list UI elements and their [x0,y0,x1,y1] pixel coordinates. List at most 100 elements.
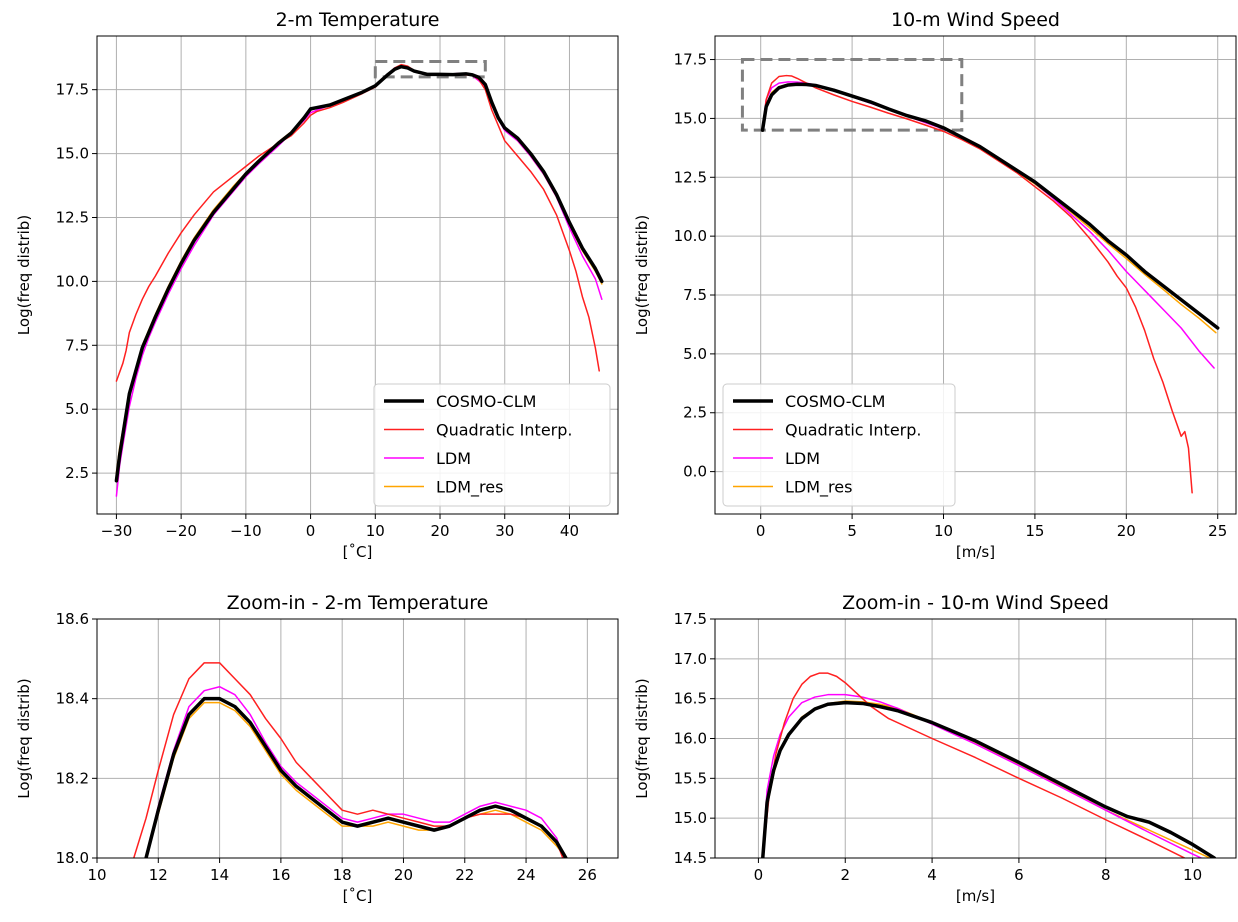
x-axis: 0 5 10 15 20 25 [756,514,1227,540]
y-tick-label: 5.0 [65,400,89,418]
y-tick-label: 18.0 [56,849,89,867]
series-line-cosmo-clm [114,64,604,483]
panel-zoom-temperature: 10 12 14 16 18 20 22 24 26 18.0 18.2 18.4 18.6 Zoom… [15,592,619,905]
y-axis: 18.0 18.2 18.4 18.6 [56,610,97,867]
legend-frame [373,383,611,507]
series-line-quadratic-interp [133,662,564,858]
x-axis-label: [m/s] [956,887,995,905]
y-tick-label: 17.5 [674,610,707,628]
x-tick-label: 0 [756,522,766,540]
y-tick-label: 0.0 [683,463,707,481]
y-tick-label: 17.5 [674,51,707,69]
x-tick-label: 4 [927,866,937,884]
legend-entry-cosmo-clm: COSMO-CLM [785,392,885,411]
series-line-cosmo-clm [144,696,568,858]
series-line-cosmo-clm [760,82,1220,330]
x-tick-label: 10 [366,522,385,540]
series-line-quadratic-interp [762,672,1187,858]
y-tick-label: 15.0 [56,145,89,163]
plot-frame [714,35,1237,515]
x-tick-label: 12 [149,866,168,884]
zoom-region-box [373,60,487,79]
legend-entry-ldm-res: LDM_res [785,478,852,498]
series-line-quadratic-interp [761,74,1193,494]
plot-frame [96,618,619,859]
y-tick-label: 5.0 [683,345,707,363]
y-tick-label: 12.5 [674,168,707,186]
y-axis: 2.5 5.0 7.5 10.0 12.5 15.0 17.5 [56,81,97,482]
x-tick-label: 24 [517,866,536,884]
chart-title: Zoom-in - 10-m Wind Speed [842,592,1109,614]
y-axis-label: Log(freq distrib) [633,215,651,335]
y-tick-label: 2.5 [683,404,707,422]
y-tick-label: 14.5 [674,849,707,867]
x-tick-label: 25 [1208,522,1227,540]
y-tick-label: 18.2 [56,769,89,787]
x-axis: 10 12 14 16 18 20 22 24 26 [87,858,597,884]
legend-entry-cosmo-clm: COSMO-CLM [436,392,536,411]
x-tick-label: 14 [210,866,229,884]
x-tick-label: 26 [578,866,597,884]
chart-title: 10-m Wind Speed [891,9,1060,31]
y-axis: 14.5 15.0 15.5 16.0 16.5 17.0 17.5 [674,610,715,867]
plot-frame [96,35,619,515]
x-tick-label: 2 [840,866,850,884]
x-tick-label: 15 [1025,522,1044,540]
y-tick-label: 18.6 [56,610,89,628]
y-tick-label: 16.5 [674,690,707,708]
x-tick-label: 10 [87,866,106,884]
x-tick-label: 20 [1117,522,1136,540]
x-axis-label: [˚C] [343,543,373,561]
legend-entry-ldm-res: LDM_res [436,478,503,498]
x-tick-label: 20 [394,866,413,884]
y-tick-label: 17.0 [674,650,707,668]
x-tick-label: 8 [1101,866,1111,884]
y-axis-label: Log(freq distrib) [633,678,651,798]
panel-zoom-wind-speed: 0 2 4 6 8 10 14.5 15.0 15.5 16.0 16.5 17.0 17.5 Zoo… [633,592,1237,905]
legend: COSMO-CLM Quadratic Interp. LDM LDM_res [722,383,956,507]
y-axis-label: Log(freq distrib) [15,215,33,335]
y-tick-label: 2.5 [65,464,89,482]
chart-title: 2-m Temperature [276,9,440,31]
x-tick-label: −10 [230,522,262,540]
y-tick-label: 17.5 [56,81,89,99]
legend-entry-quadratic-interp: Quadratic Interp. [785,421,921,440]
x-tick-label: 30 [495,522,514,540]
x-tick-label: 16 [271,866,290,884]
x-axis: 0 2 4 6 8 10 [754,858,1202,884]
x-tick-label: 22 [455,866,474,884]
y-tick-label: 10.0 [674,227,707,245]
y-tick-label: 7.5 [683,286,707,304]
y-tick-label: 12.5 [56,208,89,226]
y-tick-label: 10.0 [56,272,89,290]
zoom-region-box [740,58,964,132]
chart-title: Zoom-in - 2-m Temperature [227,592,489,614]
x-tick-label: 6 [1014,866,1024,884]
y-tick-label: 15.0 [674,109,707,127]
legend-entry-ldm: LDM [785,449,820,468]
y-tick-label: 16.0 [674,730,707,748]
legend-entry-quadratic-interp: Quadratic Interp. [436,421,572,440]
x-tick-label: −30 [101,522,133,540]
series-line-cosmo-clm [761,700,1217,858]
x-tick-label: −20 [165,522,197,540]
series-line-ldm [145,685,564,858]
x-axis-label: [˚C] [343,887,373,905]
y-tick-label: 18.4 [56,690,89,708]
x-tick-label: 5 [847,522,857,540]
x-tick-label: 0 [306,522,316,540]
legend-entry-ldm: LDM [436,449,471,468]
y-tick-label: 7.5 [65,336,89,354]
y-tick-label: 15.5 [674,769,707,787]
x-tick-label: 10 [934,522,953,540]
x-axis-label: [m/s] [956,543,995,561]
x-tick-label: 10 [1183,866,1202,884]
legend: COSMO-CLM Quadratic Interp. LDM LDM_res [373,383,611,507]
x-axis: −30 −20 −10 0 10 20 30 40 [101,514,579,540]
panel-temperature: −30 −20 −10 0 10 20 30 40 2.5 5.0 7.5 10.0 12.5 15.0… [15,9,619,561]
x-tick-label: 0 [754,866,764,884]
y-axis: 0.0 2.5 5.0 7.5 10.0 12.5 15.0 17.5 [674,51,715,481]
panel-wind-speed: 0 5 10 15 20 25 0.02.55.07.510.012.515.017.5 … [633,9,1237,561]
y-tick-label: 15.0 [674,809,707,827]
